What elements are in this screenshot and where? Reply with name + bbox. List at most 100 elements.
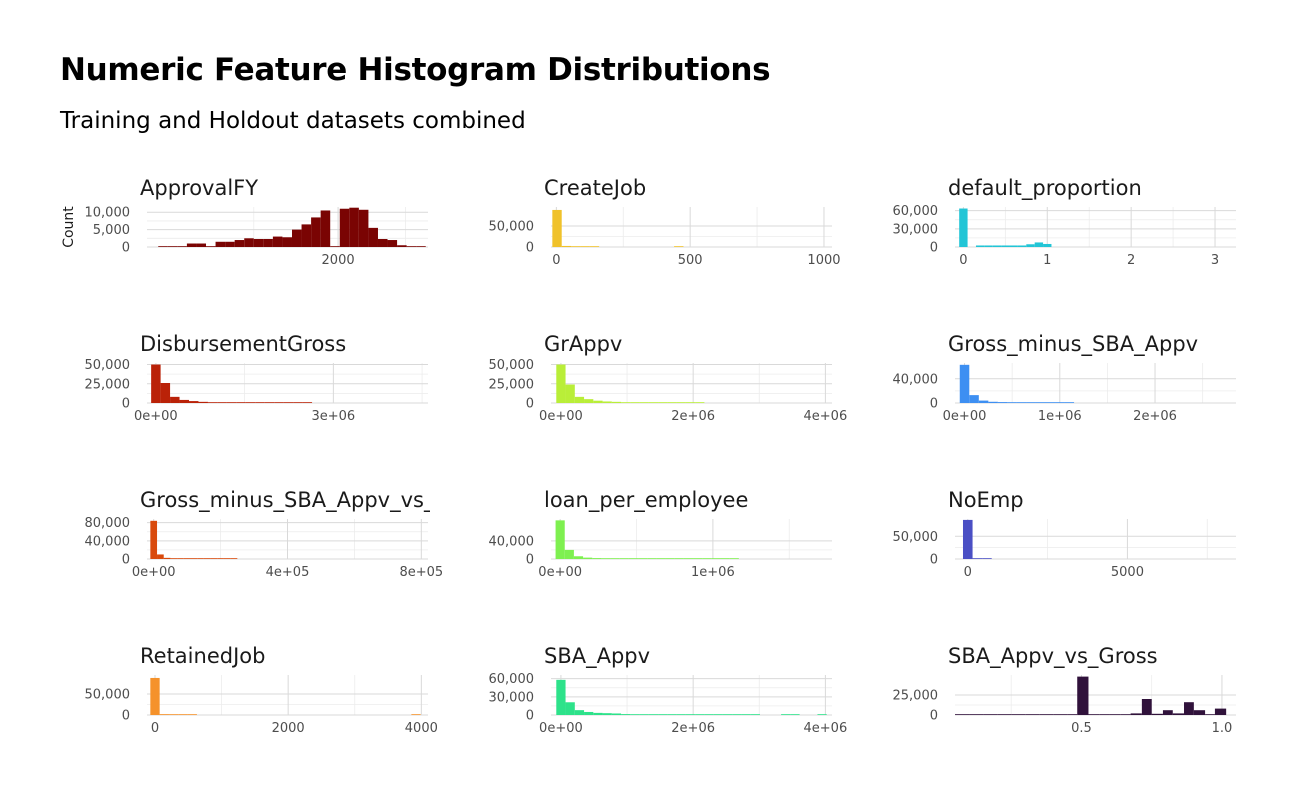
panel-disbursementgross: 0 25,000 50,000 0e+00 3e+06 DisbursementGross <box>85 332 428 424</box>
histogram-bar <box>750 714 760 715</box>
histogram-bar <box>580 246 590 247</box>
histogram-bar <box>207 402 218 403</box>
histogram-bar <box>781 714 791 715</box>
x-tick-label: 2000 <box>322 253 355 268</box>
histogram-bar <box>565 384 575 403</box>
histogram-bar <box>984 245 993 247</box>
histogram-bar <box>151 364 161 403</box>
histogram-bar <box>217 402 227 403</box>
x-tick-label: 8e+05 <box>399 565 443 580</box>
histogram-bar <box>198 401 208 403</box>
y-tick-label: 0 <box>122 241 130 256</box>
histogram-bar <box>190 558 198 559</box>
histogram-bar <box>225 241 235 247</box>
histogram-bar <box>630 402 640 403</box>
histogram-bar <box>1009 245 1018 247</box>
y-axis-title: Count <box>61 206 77 248</box>
y-tick-label: 0 <box>930 553 938 568</box>
x-tick-label: 3e+06 <box>311 409 355 424</box>
histogram-bar <box>638 558 648 559</box>
y-tick-label: 0 <box>930 709 938 724</box>
histogram-bar <box>955 714 970 715</box>
panel-sba-appv: 0 30,000 60,000 0e+00 2e+06 4e+06 SBA_Appv <box>489 644 848 736</box>
histogram-bar <box>1007 402 1017 403</box>
histogram-bar <box>189 401 199 403</box>
histogram-bar <box>215 241 226 247</box>
histogram-bar <box>648 402 659 403</box>
histogram-bar <box>1053 714 1068 715</box>
histogram-bar <box>997 714 1012 715</box>
histogram-bar <box>167 246 178 247</box>
histogram-bar <box>1064 402 1075 403</box>
histogram-bar <box>647 558 657 559</box>
histogram-bar <box>1099 714 1110 715</box>
histogram-bar <box>1162 710 1173 715</box>
histogram-bar <box>972 558 983 559</box>
histogram-bar <box>245 402 256 403</box>
x-tick-label: 4e+06 <box>804 721 848 736</box>
y-tick-label: 0 <box>526 709 534 724</box>
x-tick-label: 4e+06 <box>804 409 848 424</box>
histogram-bar <box>969 395 979 403</box>
histogram-bar <box>330 246 340 247</box>
y-tick-label: 0 <box>930 241 938 256</box>
histogram-bar <box>573 556 584 559</box>
histogram-bar <box>358 209 369 247</box>
y-tick-label: 10,000 <box>85 206 131 221</box>
histogram-bar <box>592 558 602 559</box>
histogram-bar <box>282 237 292 247</box>
histogram-bar <box>711 558 721 559</box>
histogram-bar <box>236 402 246 403</box>
facet-title: RetainedJob <box>140 644 265 668</box>
histogram-bar <box>150 520 158 559</box>
x-tick-label: 2 <box>1127 253 1135 268</box>
x-tick-label: 0e+00 <box>943 409 987 424</box>
histogram-bar <box>685 714 696 715</box>
histogram-bar <box>339 208 350 247</box>
histogram-bar <box>621 714 631 715</box>
y-tick-label: 25,000 <box>85 377 131 392</box>
x-tick-label: 0e+00 <box>538 565 582 580</box>
histogram-bar <box>619 558 629 559</box>
histogram-bar <box>621 402 631 403</box>
histogram-bar <box>157 554 164 559</box>
histogram-bar <box>732 714 742 715</box>
histogram-bar <box>1026 244 1035 247</box>
histogram-bar <box>602 713 612 715</box>
x-tick-label: 0e+00 <box>539 409 583 424</box>
histogram-bar <box>1214 708 1227 715</box>
histogram-bar <box>656 558 666 559</box>
histogram-bar <box>983 714 998 715</box>
histogram-bar <box>234 240 245 247</box>
chart-title: Numeric Feature Histogram Distributions <box>60 52 771 88</box>
histogram-bar <box>1077 676 1089 715</box>
histogram-bar <box>1193 710 1206 715</box>
histogram-bar <box>1067 714 1078 715</box>
histogram-bar <box>1151 713 1163 715</box>
x-tick-label: 3 <box>1211 253 1219 268</box>
y-tick-label: 0 <box>930 397 938 412</box>
y-tick-label: 50,000 <box>489 219 535 234</box>
histogram-bar <box>1172 713 1185 715</box>
histogram-bar <box>183 558 191 559</box>
histogram-bar <box>555 520 565 559</box>
histogram-bar <box>160 383 171 403</box>
histogram-bar <box>377 239 388 247</box>
histogram-bar <box>611 401 622 403</box>
histogram-bar <box>177 558 184 559</box>
x-tick-label: 1 <box>1043 253 1051 268</box>
histogram-bar <box>1120 714 1131 715</box>
facet-title: GrAppv <box>544 332 622 356</box>
histogram-bar <box>150 677 160 715</box>
histogram-bar <box>552 209 562 247</box>
histogram-bar <box>1039 714 1054 715</box>
histogram-bar <box>1025 714 1040 715</box>
facet-title: Gross_minus_SBA_Appv_vs_Gross <box>140 488 494 513</box>
histogram-bar <box>253 239 264 247</box>
histogram-bar <box>170 558 178 559</box>
histogram-bar <box>274 402 284 403</box>
x-tick-label: 0 <box>959 253 967 268</box>
chart-subtitle: Training and Holdout datasets combined <box>60 108 526 134</box>
histogram-bar <box>611 713 622 715</box>
